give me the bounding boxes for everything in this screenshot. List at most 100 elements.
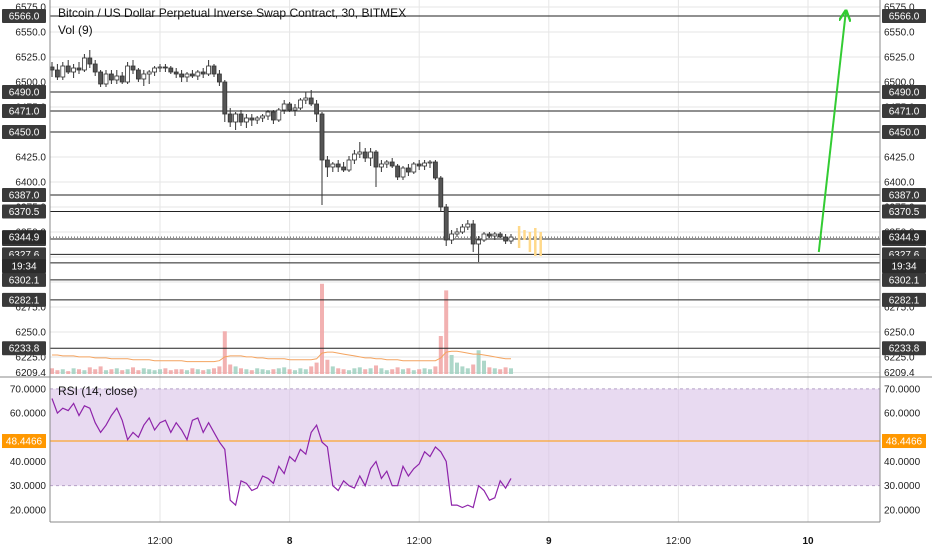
candle-body — [508, 236, 514, 242]
candle-body — [400, 167, 406, 178]
price-tag-left-bg — [2, 9, 46, 23]
rsi-label: RSI (14, close) — [58, 384, 137, 398]
candle-body — [195, 71, 201, 77]
volume-bar — [141, 368, 146, 374]
candle-body — [249, 117, 255, 121]
volume-bar — [217, 366, 222, 374]
volume-bar — [244, 369, 249, 374]
price-tag-left: 6490.0 — [9, 88, 40, 99]
last-price-tag-left-bg — [2, 230, 46, 245]
volume-bar — [282, 367, 287, 374]
volume-bar — [309, 366, 314, 374]
price-tag-right-bg — [882, 341, 926, 356]
volume-bar — [325, 359, 330, 374]
timer-tag-right-bg — [882, 259, 926, 274]
candle-body — [162, 66, 168, 69]
price-tag-right: 6387.0 — [889, 191, 920, 202]
volume-bar — [492, 368, 497, 374]
price-lines — [50, 15, 880, 349]
candle-body — [395, 165, 401, 178]
candle-body — [384, 161, 390, 165]
volume-bar — [433, 366, 438, 374]
candle-body — [152, 67, 158, 73]
rsi-tick-label-left: 40.0000 — [10, 457, 47, 468]
y-tick-label-left: 6400.0 — [15, 178, 46, 189]
volume-bar — [357, 367, 362, 374]
rsi-tick-label-left: 70.0000 — [10, 384, 47, 395]
candle-body — [449, 233, 455, 241]
volume-bar — [271, 369, 276, 374]
volume-bar — [428, 369, 432, 374]
y-tick-label-left: 6425.0 — [15, 153, 46, 164]
y-tick-label-left: 6550.0 — [15, 28, 46, 39]
rsi-tick-label-right: 60.0000 — [884, 409, 921, 420]
rsi-level-tag-left-bg — [2, 434, 46, 449]
candle-body — [76, 67, 82, 71]
candle-body — [481, 233, 487, 241]
volume-bar — [422, 368, 427, 374]
price-tag-left-bg — [2, 341, 46, 356]
candle-body — [119, 75, 125, 83]
y-tick-label-left: 6500.0 — [15, 78, 46, 89]
timer-tag-left: 19:34 — [11, 262, 36, 273]
volume-bar — [438, 336, 443, 374]
price-tag-right: 6282.1 — [889, 295, 920, 306]
volume-bar — [509, 368, 513, 374]
candle-body — [465, 223, 471, 228]
volume-bar — [120, 370, 125, 374]
volume-ma-line — [52, 350, 511, 363]
x-tick-label: 12:00 — [407, 536, 432, 547]
price-tag-right: 6327.6 — [889, 250, 920, 261]
volume-bar — [87, 367, 92, 374]
price-tag-left-bg — [2, 85, 46, 99]
price-tag-right-bg — [882, 9, 926, 23]
volume-bar — [163, 368, 168, 374]
candle-body — [416, 163, 422, 167]
volume-bar — [503, 367, 508, 374]
volume-bar — [147, 369, 152, 374]
candle-body — [125, 65, 130, 83]
rsi-level-tag-right: 48.4466 — [886, 437, 923, 448]
candle-body — [222, 81, 228, 115]
volume-bar — [60, 369, 65, 374]
volume-bar — [136, 370, 141, 374]
rsi-pane — [50, 388, 880, 509]
rsi-tick-label-left: 60.0000 — [10, 409, 47, 420]
volume-bar — [239, 368, 243, 374]
rsi-tick-label-left: 30.0000 — [10, 481, 47, 492]
volume-bar — [347, 370, 351, 374]
volume-bar — [174, 369, 179, 374]
price-tag-right: 6233.8 — [889, 344, 920, 355]
candle-body — [233, 113, 239, 123]
timer-tag-left-bg — [2, 259, 46, 274]
volume-bar — [179, 369, 184, 374]
candle-body — [243, 117, 249, 123]
candle-body — [60, 65, 66, 78]
volume-bar — [104, 370, 108, 374]
candle-body — [438, 177, 444, 208]
candle-body — [109, 73, 114, 81]
y-tick-label-left: 6225.0 — [15, 353, 46, 364]
x-tick-label: 12:00 — [666, 536, 691, 547]
candle-body — [265, 111, 271, 117]
volume-bar — [201, 370, 206, 374]
rsi-tick-label-right: 70.0000 — [884, 384, 921, 395]
price-tag-left: 6387.0 — [9, 191, 40, 202]
volume-bar — [71, 368, 76, 374]
price-tag-left-bg — [2, 272, 46, 287]
price-tag-left: 6471.0 — [9, 107, 40, 118]
candle-body — [238, 113, 244, 123]
volume-bar — [384, 370, 389, 374]
volume-bar — [471, 364, 476, 374]
volume-bar — [406, 368, 411, 374]
candle-body — [179, 73, 185, 78]
price-tag-right-bg — [882, 85, 926, 99]
candle-body — [362, 151, 368, 159]
rsi-tick-label-right: 30.0000 — [884, 481, 921, 492]
candle-body — [411, 163, 417, 173]
x-tick-label: 8 — [287, 536, 293, 547]
price-tag-left: 6450.0 — [9, 128, 40, 139]
candle-body — [476, 239, 482, 245]
volume-bar — [374, 365, 378, 374]
rsi-tick-label-right: 40.0000 — [884, 457, 921, 468]
